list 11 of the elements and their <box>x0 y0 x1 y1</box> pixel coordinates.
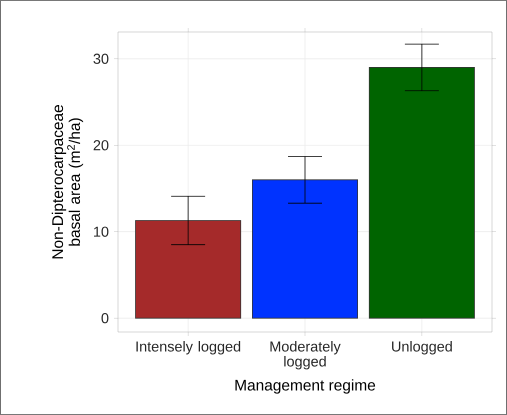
y-tick-label: 20 <box>94 140 108 150</box>
x-axis-title: Management regime <box>235 379 376 394</box>
y-tick-label: 30 <box>93 54 108 64</box>
x-tick-label: Unlogged <box>392 341 452 354</box>
y-tick-label: 10 <box>94 226 108 237</box>
bar <box>368 67 475 319</box>
bar <box>252 179 358 319</box>
x-tick-label: Intensely logged <box>136 341 240 354</box>
bar <box>135 220 242 319</box>
y-tick-label: 0 <box>102 313 108 324</box>
x-tick-label: Moderately logged <box>270 341 341 370</box>
